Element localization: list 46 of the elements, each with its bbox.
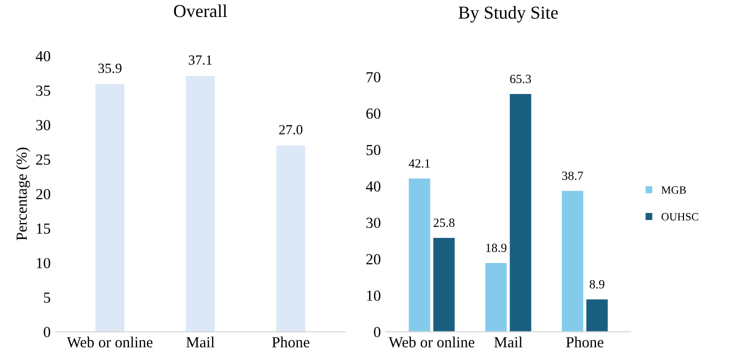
y-tick-label: 30 [366,218,380,228]
data-label: 27.0 [279,125,302,134]
bar [186,76,215,332]
y-axis-title: Percentage (%) [16,148,30,240]
y-tick-label: 15 [36,224,50,234]
y-tick-label: 20 [36,188,50,200]
data-label: 38.7 [562,172,584,180]
y-tick-label: 0 [374,326,380,338]
data-label: 65.3 [510,74,531,84]
x-tick-label: Web or online [388,336,474,348]
bar [276,146,306,332]
y-tick-label: 50 [366,144,380,156]
legend-label: MGB [661,186,686,194]
x-tick-label: Phone [566,336,604,348]
y-tick-label: 60 [366,108,380,119]
bar [408,178,430,332]
x-tick-label: Web or online [66,336,152,348]
x-tick-label: Mail [186,336,214,348]
bar [485,262,507,332]
y-tick-label: 40 [366,181,380,192]
chart-title: By Study Site [458,6,558,22]
bar [586,299,608,332]
y-tick-label: 20 [366,254,380,264]
y-tick-label: 70 [366,72,380,82]
y-tick-label: 35 [36,86,50,96]
chart-title: Overall [174,4,228,18]
y-tick-label: 25 [36,154,50,165]
bar [95,84,124,332]
bar [433,238,455,332]
data-label: 25.8 [434,218,454,228]
x-tick-label: Mail [494,336,522,348]
y-tick-label: 10 [36,258,50,268]
data-label: 18.9 [486,244,506,252]
legend-label: OUHSC [662,213,698,220]
y-tick-label: 10 [367,290,380,301]
data-label: 42.1 [408,159,430,168]
bar [510,94,532,332]
data-label: 35.9 [98,64,122,74]
y-tick-label: 40 [36,51,50,62]
y-tick-label: 0 [44,326,50,338]
x-tick-label: Phone [272,336,310,348]
data-label: 37.1 [188,55,212,65]
y-tick-label: 5 [44,292,50,303]
data-label: 8.9 [590,280,604,289]
bar [562,190,584,332]
y-tick-label: 30 [36,120,50,130]
